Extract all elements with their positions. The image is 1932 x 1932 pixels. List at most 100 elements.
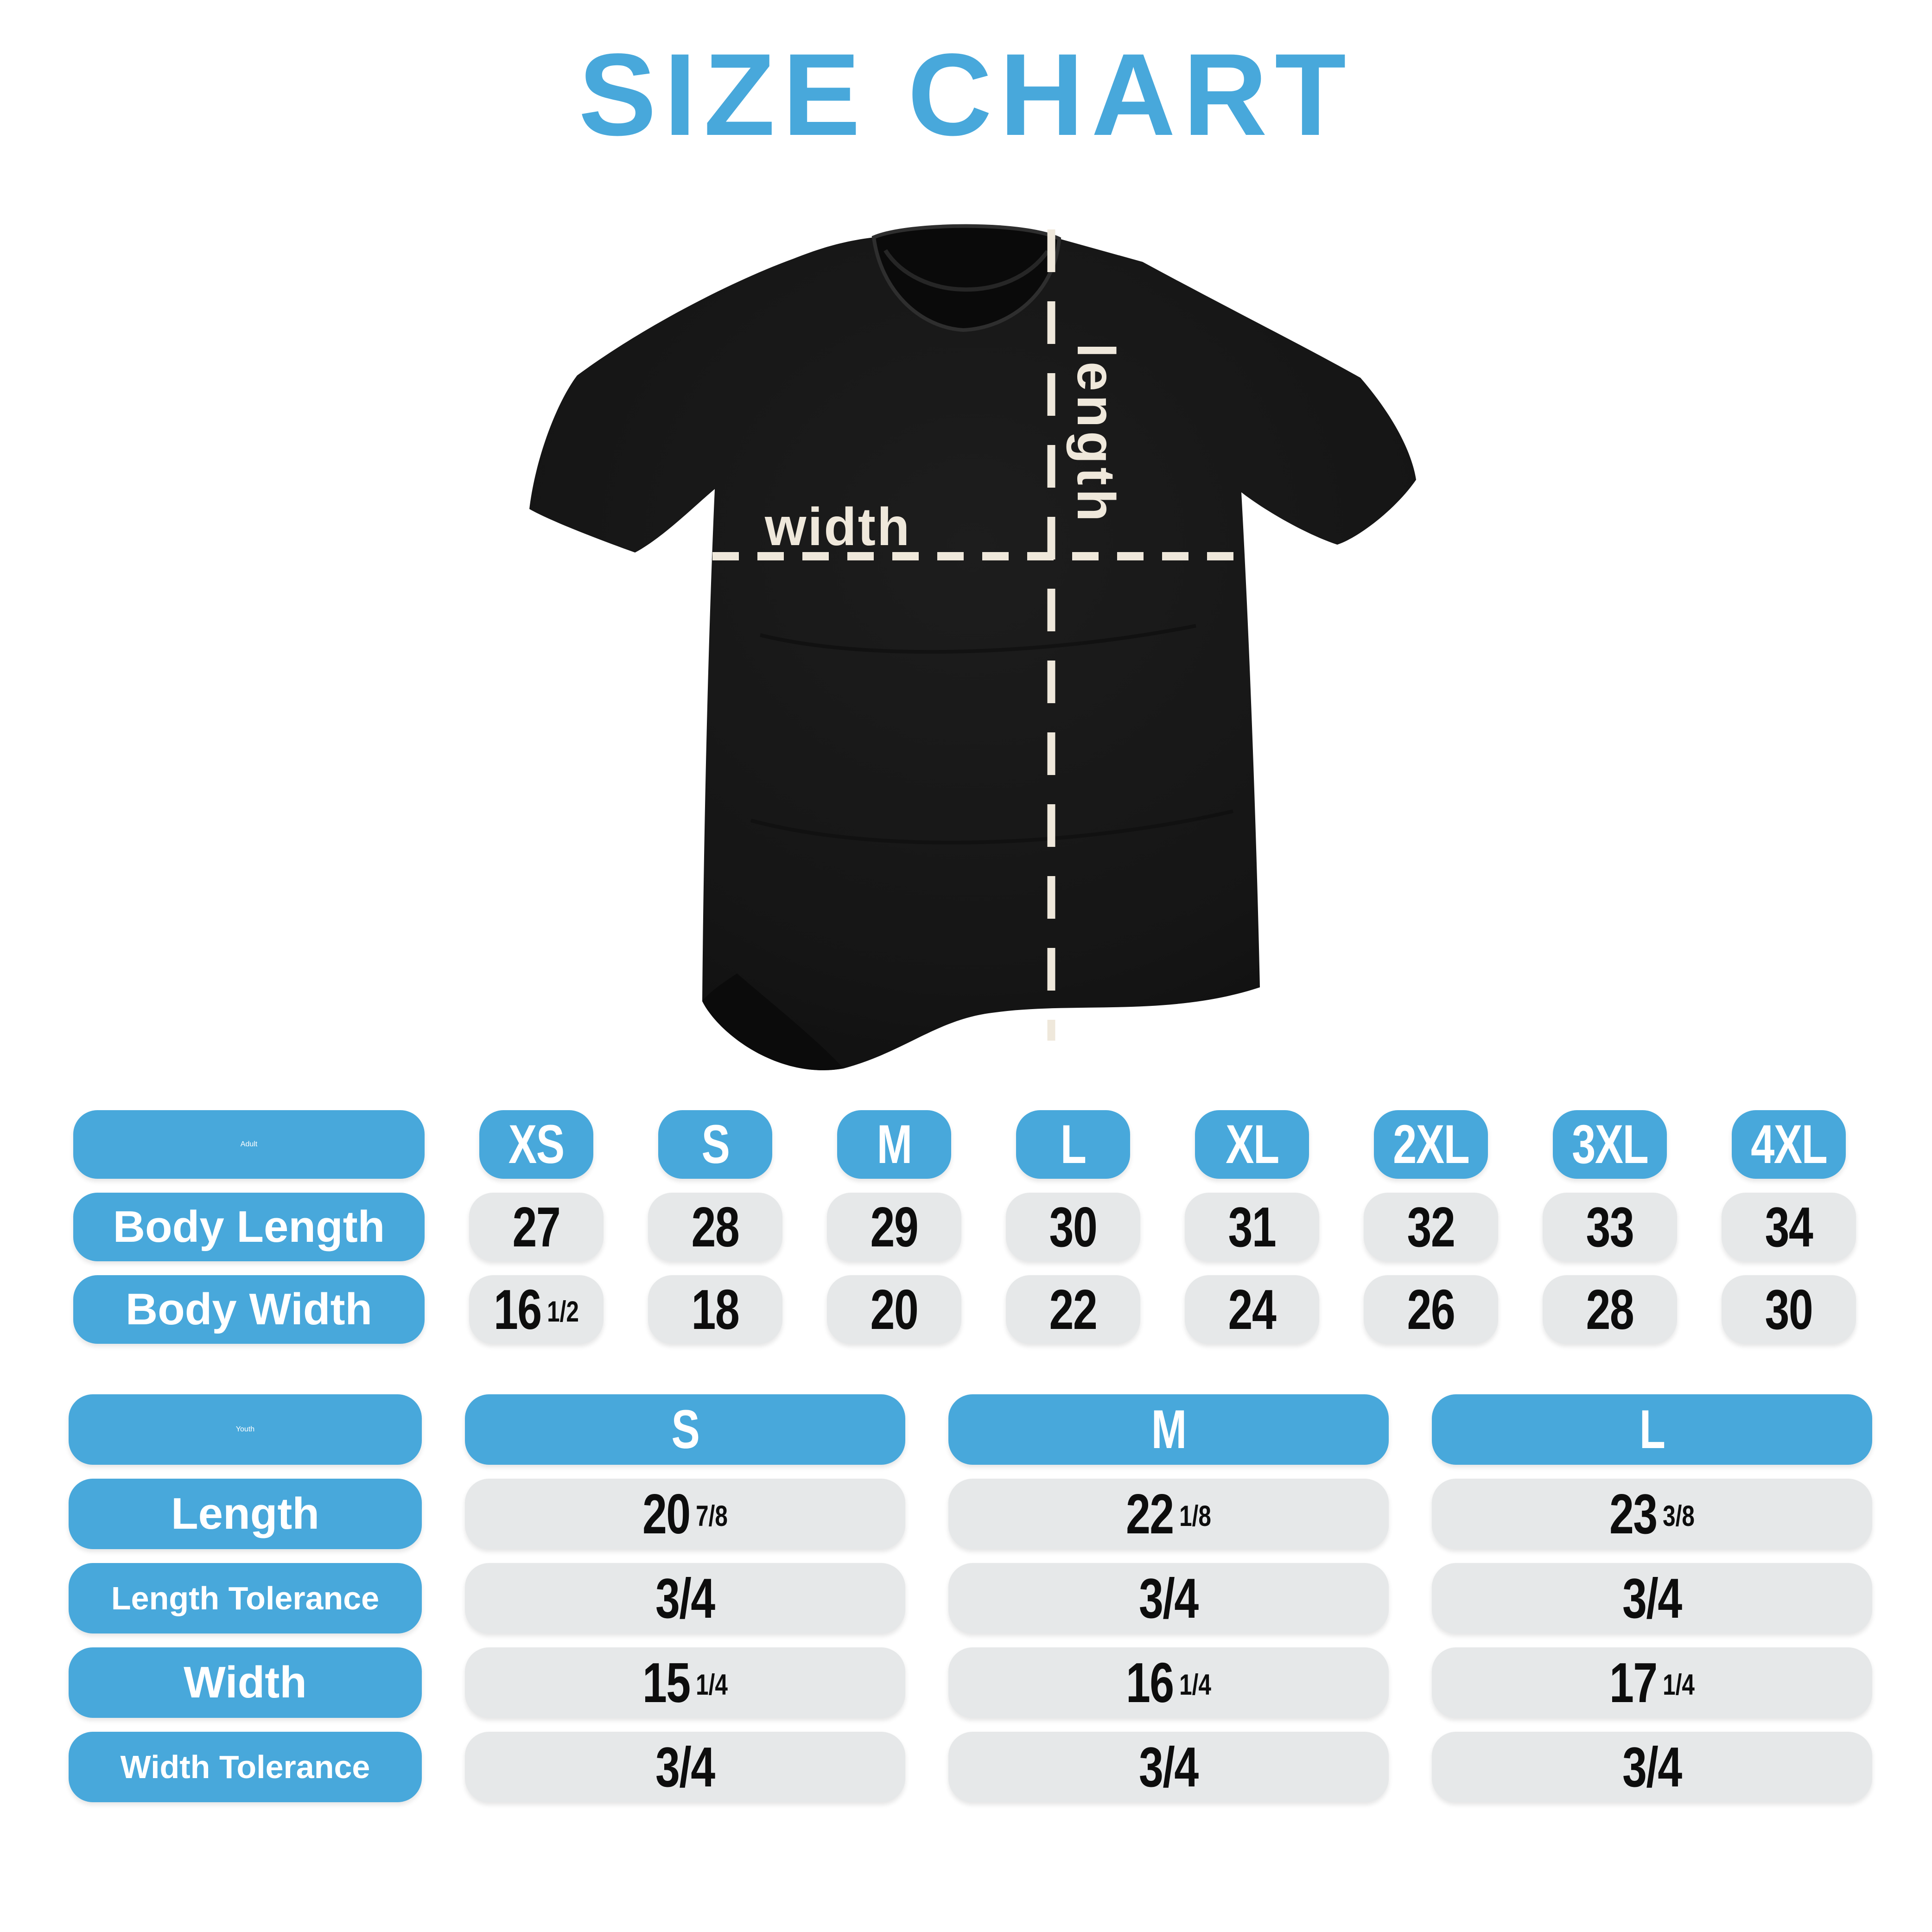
value-text: 20 <box>870 1277 919 1342</box>
size-header-pill: L <box>1432 1394 1872 1465</box>
size-header-pill: S <box>465 1394 905 1465</box>
value-pill: 30 <box>1722 1275 1856 1344</box>
value-pill: 28 <box>648 1193 782 1261</box>
value-pill: 3/4 <box>465 1563 905 1633</box>
value-fraction: 1/2 <box>547 1296 579 1328</box>
value-pill: 3/4 <box>1432 1563 1872 1633</box>
value-pill: 16 1/2 <box>469 1275 604 1344</box>
size-header-label: M <box>1151 1399 1187 1460</box>
value-pill: 26 <box>1364 1275 1498 1344</box>
value-main: 3/4 <box>1139 1735 1199 1799</box>
size-header-pill: M <box>948 1394 1389 1465</box>
size-header-label: S <box>701 1114 730 1175</box>
size-header-pill: 3XL <box>1553 1110 1667 1179</box>
value-fraction: 1/8 <box>1179 1500 1211 1532</box>
value-text: 29 <box>871 1195 919 1259</box>
row-label: Width <box>184 1658 307 1707</box>
value-text: 22 1/8 <box>1126 1481 1211 1546</box>
row-label-pill: Body Width <box>73 1275 425 1344</box>
row-label: Length Tolerance <box>111 1580 380 1616</box>
value-text: 30 <box>1765 1277 1813 1342</box>
value-main: 30 <box>1049 1195 1098 1258</box>
size-header-pill: 4XL <box>1732 1110 1846 1179</box>
value-pill: 28 <box>1543 1275 1677 1344</box>
value-pill: 20 7/8 <box>465 1479 905 1549</box>
value-pill: 34 <box>1722 1193 1856 1261</box>
value-main: 18 <box>691 1278 740 1341</box>
value-pill: 27 <box>469 1193 604 1261</box>
value-main: 20 <box>870 1278 919 1341</box>
value-main: 26 <box>1407 1278 1455 1341</box>
width-measure-label: width <box>764 497 911 557</box>
value-fraction: 1/4 <box>1179 1669 1211 1701</box>
value-fraction: 3/8 <box>1663 1500 1695 1532</box>
row-label-pill: Length Tolerance <box>69 1563 422 1633</box>
value-fraction: 1/4 <box>1663 1669 1695 1701</box>
value-main: 22 <box>1125 1482 1174 1545</box>
size-header-pill: S <box>658 1110 772 1179</box>
value-pill: 33 <box>1543 1193 1677 1261</box>
value-pill: 30 <box>1006 1193 1140 1261</box>
tshirt-body <box>529 226 1416 1070</box>
value-text: 32 <box>1407 1195 1455 1259</box>
value-text: 26 <box>1407 1277 1455 1342</box>
size-header-label: L <box>1639 1399 1665 1460</box>
value-main: 3/4 <box>1622 1735 1682 1799</box>
value-text: 18 <box>691 1277 740 1342</box>
row-label-pill: Width <box>69 1647 422 1718</box>
tshirt-collar <box>871 224 1061 332</box>
size-header-label: 2XL <box>1392 1114 1470 1175</box>
value-text: 3/4 <box>1622 1735 1682 1799</box>
value-main: 17 <box>1609 1651 1658 1714</box>
size-header-pill: XL <box>1195 1110 1309 1179</box>
value-pill: 15 1/4 <box>465 1647 905 1718</box>
value-main: 32 <box>1407 1195 1455 1258</box>
value-main: 23 <box>1609 1482 1658 1545</box>
value-text: 30 <box>1049 1195 1098 1259</box>
value-main: 16 <box>1125 1651 1174 1714</box>
wrinkle-line <box>750 809 1233 845</box>
value-pill: 22 <box>1006 1275 1140 1344</box>
value-text: 3/4 <box>1139 1566 1199 1631</box>
row-label-pill: Body Length <box>73 1193 425 1261</box>
value-text: 27 <box>513 1195 561 1259</box>
size-header-label: XS <box>508 1114 565 1175</box>
value-pill: 20 <box>827 1275 961 1344</box>
value-main: 16 <box>493 1278 542 1341</box>
value-text: 33 <box>1586 1195 1634 1259</box>
value-text: 3/4 <box>655 1735 715 1799</box>
row-label: Width Tolerance <box>120 1749 370 1785</box>
row-label-pill: Adult <box>73 1110 425 1179</box>
row-label: Body Width <box>125 1284 373 1334</box>
row-label: Body Length <box>113 1202 385 1252</box>
size-header-label: 4XL <box>1750 1114 1828 1175</box>
size-header-label: M <box>877 1114 912 1175</box>
value-pill: 24 <box>1185 1275 1319 1344</box>
collar-band-line <box>883 249 1049 292</box>
value-main: 33 <box>1586 1195 1634 1258</box>
row-label: Length <box>171 1489 319 1538</box>
value-text: 16 1/2 <box>494 1277 579 1342</box>
size-header-pill: M <box>837 1110 951 1179</box>
value-text: 28 <box>1586 1277 1634 1342</box>
value-main: 15 <box>642 1651 691 1714</box>
hem-fold <box>702 973 844 1070</box>
size-header-label: L <box>1060 1114 1087 1175</box>
value-fraction: 7/8 <box>696 1500 728 1532</box>
tshirt-graphic: width length <box>529 224 1416 1070</box>
row-label-pill: Youth <box>69 1394 422 1465</box>
size-header-pill: XS <box>479 1110 593 1179</box>
value-pill: 16 1/4 <box>948 1647 1389 1718</box>
value-pill: 23 3/8 <box>1432 1479 1872 1549</box>
value-main: 28 <box>691 1195 740 1258</box>
size-header-label: S <box>671 1399 699 1460</box>
value-main: 3/4 <box>655 1567 715 1630</box>
value-text: 17 1/4 <box>1609 1650 1695 1715</box>
value-text: 3/4 <box>655 1566 715 1631</box>
value-text: 31 <box>1228 1195 1277 1259</box>
value-text: 28 <box>691 1195 740 1259</box>
length-measure-label: length <box>1066 343 1125 525</box>
size-header-label: 3XL <box>1571 1114 1649 1175</box>
value-main: 22 <box>1049 1278 1098 1341</box>
